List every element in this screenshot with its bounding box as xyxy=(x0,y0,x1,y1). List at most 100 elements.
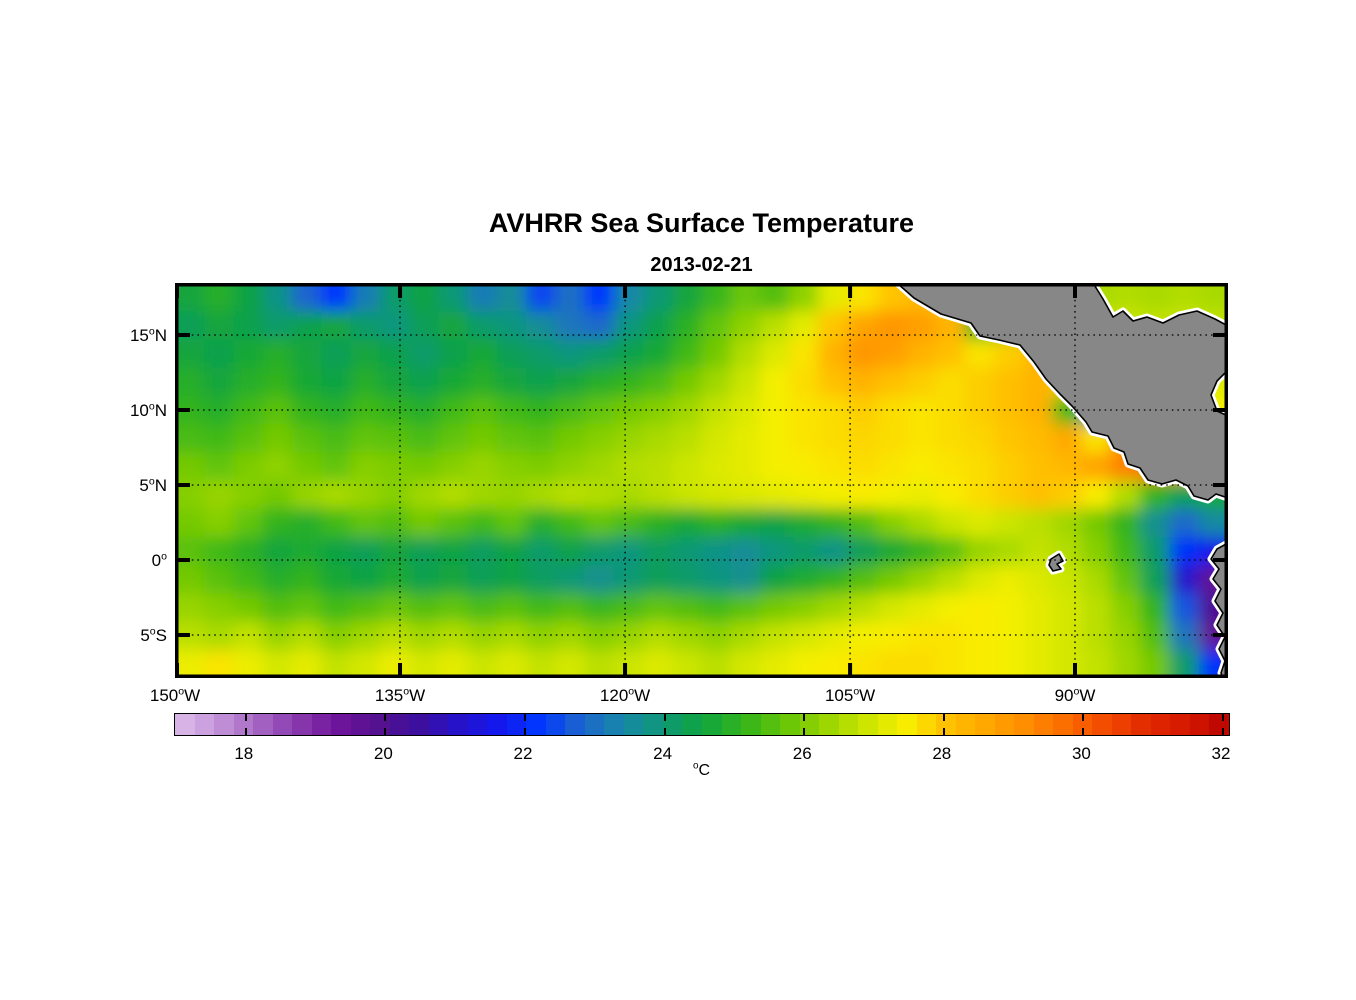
colorbar-segment xyxy=(389,714,410,735)
colorbar-segment xyxy=(916,714,937,735)
axis-tick xyxy=(1072,663,1077,676)
colorbar-segment xyxy=(682,714,703,735)
colorbar-tick-label: 30 xyxy=(1071,744,1091,763)
sst-map-svg xyxy=(175,283,1228,678)
colorbar-tick-label: 24 xyxy=(653,744,673,763)
axis-tick xyxy=(1072,285,1077,298)
colorbar-tick-label: 18 xyxy=(234,744,254,763)
colorbar-segment xyxy=(526,714,547,735)
y-tick-label: 0o xyxy=(151,550,167,570)
colorbar-tick xyxy=(942,714,945,721)
land-central-america xyxy=(896,283,1228,501)
figure-subtitle: 2013-02-21 xyxy=(650,254,753,276)
colorbar-tick-label: 26 xyxy=(792,744,812,763)
colorbar-segment xyxy=(819,714,840,735)
x-tick-label: 90oW xyxy=(1054,685,1096,705)
galapagos-island xyxy=(1048,553,1064,572)
colorbar-segment xyxy=(1209,714,1229,735)
axis-tick xyxy=(177,483,190,488)
colorbar-segment xyxy=(1131,714,1152,735)
x-tick-label: 150oW xyxy=(149,685,201,705)
colorbar-tick xyxy=(244,714,247,721)
colorbar-segment xyxy=(1072,714,1093,735)
colorbar-segment xyxy=(643,714,664,735)
colorbar-segment xyxy=(721,714,742,735)
colorbar-segment xyxy=(487,714,508,735)
figure-title: AVHRR Sea Surface Temperature xyxy=(488,208,915,238)
axis-tick xyxy=(398,663,403,676)
colorbar-segment xyxy=(662,714,683,735)
colorbar-tick xyxy=(663,714,666,721)
axis-tick xyxy=(1213,632,1226,637)
colorbar-segment xyxy=(1053,714,1074,735)
y-tick-label: 15oN xyxy=(129,325,167,345)
axis-tick xyxy=(848,663,853,676)
colorbar-segment xyxy=(1150,714,1171,735)
colorbar-segment xyxy=(272,714,293,735)
colorbar-segment xyxy=(409,714,430,735)
colorbar-unit-label: oC xyxy=(692,760,711,779)
colorbar-segment xyxy=(858,714,879,735)
y-tick-label: 5oN xyxy=(139,475,167,495)
heatmap-cells xyxy=(175,283,1228,678)
colorbar-tick xyxy=(524,714,526,721)
axis-tick xyxy=(177,332,190,337)
colorbar-segment xyxy=(545,714,566,735)
colorbar-tick xyxy=(803,728,806,735)
colorbar-tick-label: 22 xyxy=(513,744,533,763)
colorbar-tick xyxy=(1082,728,1085,735)
colorbar-segment xyxy=(760,714,781,735)
axis-tick xyxy=(1213,332,1226,337)
colorbar-segment xyxy=(214,714,235,735)
colorbar-segment xyxy=(955,714,976,735)
colorbar-segment xyxy=(975,714,996,735)
x-tick-label: 105oW xyxy=(824,685,876,705)
colorbar-segment xyxy=(936,714,957,735)
colorbar-tick-label: 32 xyxy=(1211,744,1231,763)
colorbar-segment xyxy=(292,714,313,735)
colorbar-segment xyxy=(1189,714,1210,735)
colorbar-segment xyxy=(428,714,449,735)
colorbar-tick-label: 20 xyxy=(373,744,393,763)
colorbar-segment xyxy=(506,714,527,735)
axis-tick xyxy=(1213,407,1226,412)
axis-tick xyxy=(177,558,190,563)
colorbar-segment xyxy=(897,714,918,735)
colorbar-segment xyxy=(838,714,859,735)
colorbar-segment xyxy=(233,714,254,735)
colorbar-segment xyxy=(780,714,801,735)
colorbar-segment xyxy=(1014,714,1035,735)
colorbar-segment xyxy=(604,714,625,735)
x-tick-label: 120oW xyxy=(599,685,651,705)
colorbar-tick xyxy=(384,728,387,735)
colorbar-tick-label: 28 xyxy=(932,744,952,763)
axis-tick xyxy=(1213,483,1226,488)
colorbar-segment xyxy=(1111,714,1132,735)
colorbar-segment xyxy=(1170,714,1191,735)
map-frame xyxy=(175,283,1228,678)
axis-tick xyxy=(398,285,403,298)
colorbar-segment xyxy=(741,714,762,735)
colorbar-segment xyxy=(253,714,274,735)
colorbar-segment xyxy=(175,714,196,735)
colorbar-tick xyxy=(1222,728,1225,735)
colorbar-tick xyxy=(244,728,247,735)
axis-tick xyxy=(623,285,628,298)
graticule xyxy=(175,283,1228,678)
colorbar-tick xyxy=(1082,714,1085,721)
axis-tick xyxy=(177,407,190,412)
colorbar-segment xyxy=(370,714,391,735)
colorbar-segment xyxy=(994,714,1015,735)
colorbar-segment xyxy=(331,714,352,735)
y-tick-label: 5oS xyxy=(140,625,167,645)
axis-ticks xyxy=(175,285,1226,676)
colorbar-segment xyxy=(1092,714,1113,735)
axis-tick xyxy=(848,285,853,298)
colorbar-tick xyxy=(663,728,666,735)
axis-tick xyxy=(1213,558,1226,563)
colorbar-tick xyxy=(803,714,806,721)
colorbar-tick xyxy=(524,728,526,735)
colorbar-segment xyxy=(565,714,586,735)
colorbar-segment xyxy=(877,714,898,735)
